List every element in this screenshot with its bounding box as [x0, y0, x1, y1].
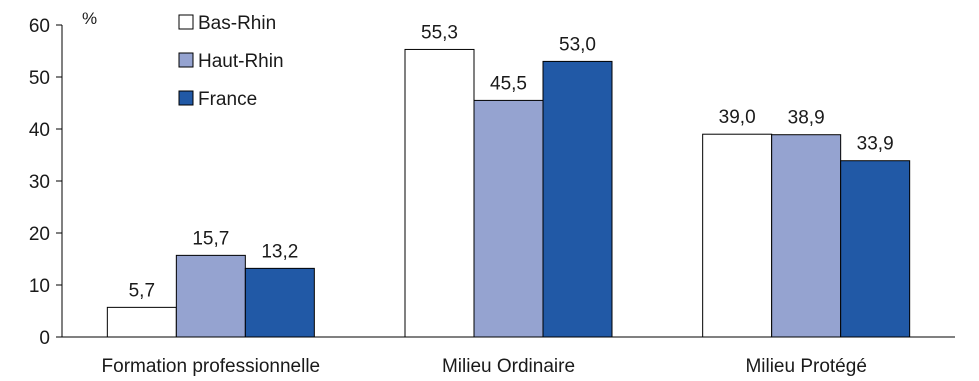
data-label: 45,5 [490, 73, 527, 94]
legend-label: France [198, 89, 257, 110]
x-category-label: Milieu Ordinaire [442, 356, 575, 377]
legend-label: Haut-Rhin [198, 51, 284, 72]
y-tick-label: 40 [29, 120, 50, 141]
bar-haut-rhin [771, 134, 842, 338]
y-tick-label: 50 [29, 68, 50, 89]
bar-bas-rhin [106, 306, 177, 338]
bar-bas-rhin [702, 133, 773, 338]
data-label: 39,0 [719, 107, 756, 128]
data-label: 33,9 [857, 134, 894, 155]
x-category-label: Milieu Protégé [745, 356, 866, 377]
y-tick-label: 60 [29, 16, 50, 37]
data-label: 38,9 [788, 108, 825, 129]
data-label: 5,7 [129, 280, 155, 301]
y-tick-label: 30 [29, 172, 50, 193]
y-tick-label: 20 [29, 224, 50, 245]
bar-france [542, 60, 613, 338]
bar-bas-rhin [404, 48, 475, 338]
legend-label: Bas-Rhin [198, 13, 276, 34]
data-label: 53,0 [559, 34, 596, 55]
x-category-label: Formation professionnelle [102, 356, 321, 377]
axis-layer: 0 10 20 30 40 50 60 Formation professionnelle Mi… [29, 16, 955, 377]
y-unit-label: % [82, 9, 97, 28]
legend-swatch [178, 14, 194, 30]
legend-swatch [178, 52, 194, 68]
data-label: 15,7 [192, 228, 229, 249]
labels-layer: 5,7 15,7 13,2 55,3 45,5 53,0 39,0 38,9 33,9 [129, 22, 894, 301]
legend-swatch [178, 90, 194, 106]
data-label: 13,2 [261, 241, 298, 262]
bars-layer [106, 48, 911, 338]
bar-france [244, 267, 315, 338]
y-tick-label: 0 [39, 328, 50, 349]
legend: Bas-Rhin Haut-Rhin France [178, 13, 284, 110]
bar-france [840, 160, 911, 338]
y-tick-label: 10 [29, 276, 50, 297]
bar-haut-rhin [473, 99, 544, 338]
data-label: 55,3 [421, 22, 458, 43]
bar-haut-rhin [175, 254, 246, 338]
